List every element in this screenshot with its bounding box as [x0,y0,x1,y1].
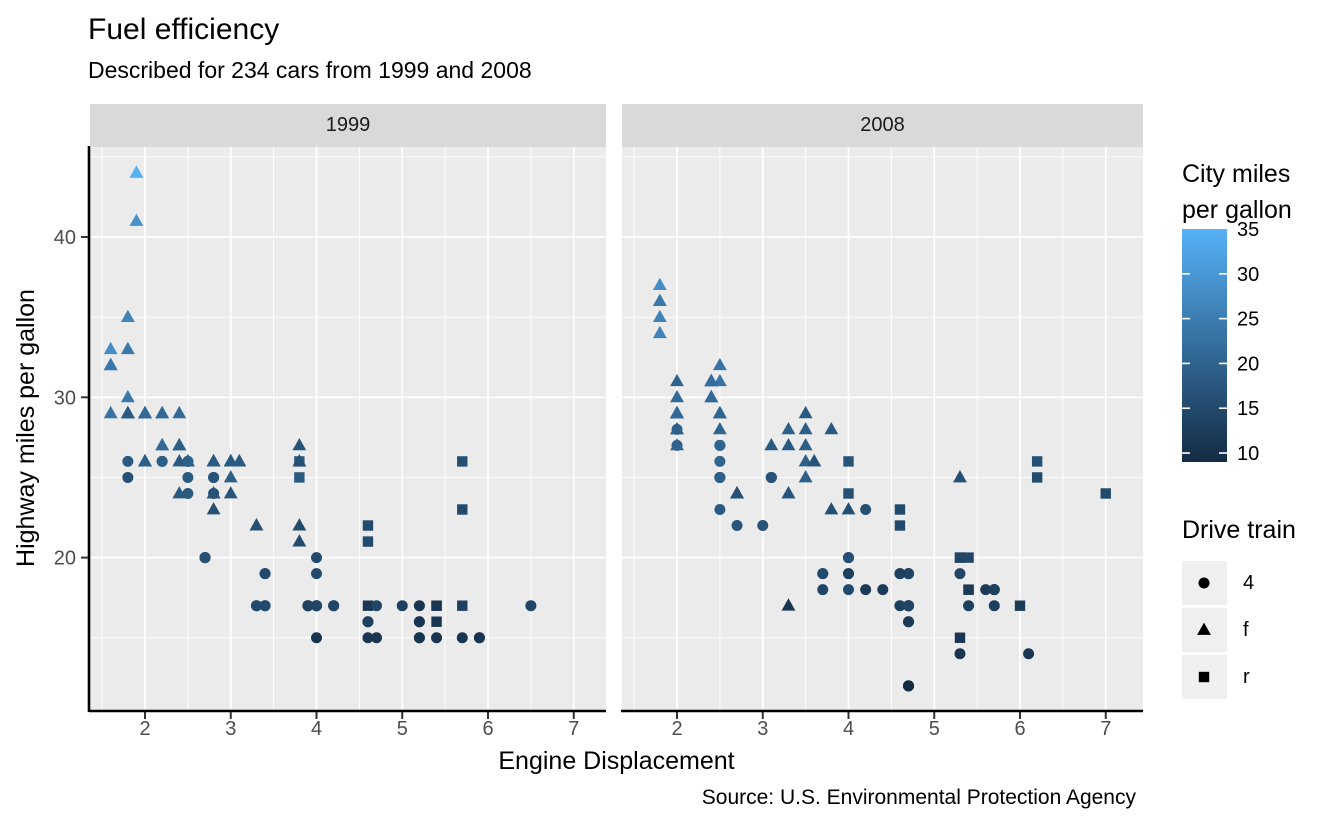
svg-text:15: 15 [1237,398,1259,420]
svg-text:7: 7 [1100,718,1111,740]
legend-key-label: f [1243,618,1249,641]
svg-text:4: 4 [311,718,322,740]
svg-text:10: 10 [1237,443,1259,465]
y-axis-title: Highway miles per gallon [12,289,40,567]
svg-text:40: 40 [54,227,76,249]
facet-strip-label: 1999 [325,114,371,136]
page-subtitle: Described for 234 cars from 1999 and 200… [88,57,532,83]
svg-text:6: 6 [482,718,493,740]
svg-text:35: 35 [1237,219,1259,241]
legend-key-box [1182,608,1227,652]
shape-legend-title: Drive train [1182,516,1296,544]
svg-text:4: 4 [843,718,854,740]
legend-key-label: r [1243,665,1250,688]
svg-text:2: 2 [139,718,150,740]
svg-text:20: 20 [54,548,76,570]
svg-text:30: 30 [54,387,76,409]
svg-text:25: 25 [1237,309,1259,331]
svg-text:3: 3 [757,718,768,740]
circle-glyph-icon [1198,577,1210,589]
svg-text:7: 7 [568,718,579,740]
triangle-glyph-icon [1197,622,1211,635]
page-title: Fuel efficiency [88,13,280,46]
svg-text:6: 6 [1014,718,1025,740]
legend-key-box [1182,655,1227,699]
legend-key-box [1182,561,1227,605]
svg-text:30: 30 [1237,264,1259,286]
svg-text:5: 5 [397,718,408,740]
facet-strip-label: 2008 [860,114,905,136]
svg-text:3: 3 [225,718,236,740]
svg-text:20: 20 [1237,353,1259,375]
caption: Source: U.S. Environmental Protection Ag… [701,786,1136,809]
square-glyph-icon [1198,671,1210,683]
svg-text:2: 2 [671,718,682,740]
facet-strip-2008: 2008 [622,104,1143,147]
color-legend-title: City miles per gallon [1182,160,1292,224]
facet-strip-1999: 1999 [90,104,606,147]
legend-key-label: 4 [1243,571,1255,594]
svg-text:5: 5 [929,718,940,740]
x-axis-title: Engine Displacement [498,747,735,775]
